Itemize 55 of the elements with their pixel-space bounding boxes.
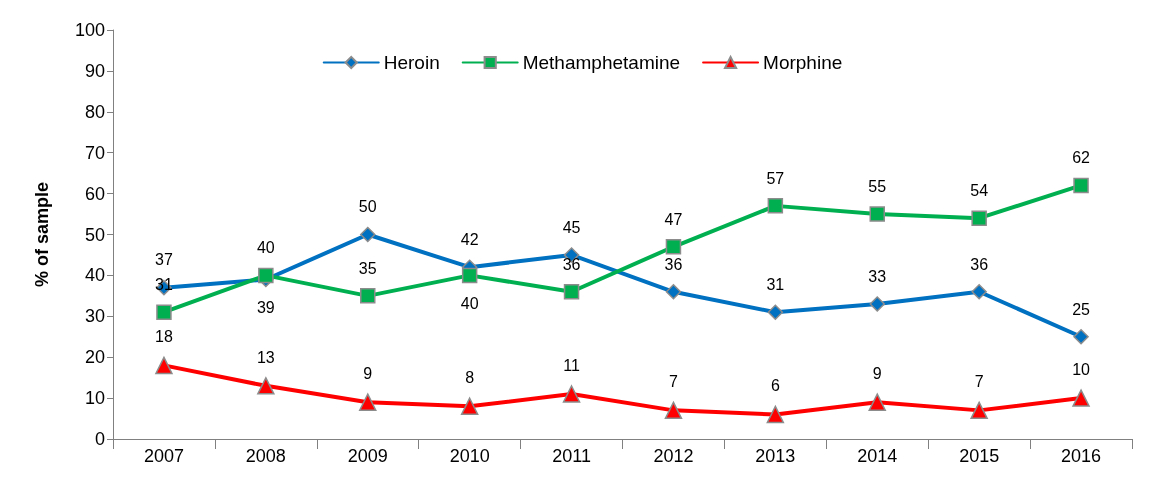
y-tick-label: 100 bbox=[74, 20, 105, 40]
data-label: 40 bbox=[460, 294, 479, 312]
data-label: 31 bbox=[766, 275, 785, 293]
data-label: 36 bbox=[970, 255, 989, 273]
data-label: 33 bbox=[868, 267, 887, 285]
x-tick-label: 2012 bbox=[653, 446, 694, 466]
data-label: 40 bbox=[256, 239, 275, 257]
data-label: 13 bbox=[256, 348, 275, 366]
data-label: 62 bbox=[1072, 149, 1091, 167]
y-tick-label: 10 bbox=[84, 388, 105, 409]
data-label: 11 bbox=[563, 356, 580, 374]
data-label: 9 bbox=[872, 364, 882, 382]
data-label: 8 bbox=[465, 369, 475, 387]
data-label: 36 bbox=[562, 255, 581, 273]
data-label: 31 bbox=[155, 275, 173, 293]
data-label: 18 bbox=[155, 328, 173, 346]
data-label: 54 bbox=[970, 181, 989, 199]
x-tick-label: 2007 bbox=[143, 446, 184, 466]
data-label: 42 bbox=[460, 230, 479, 248]
data-label: 6 bbox=[770, 377, 780, 395]
x-tick-label: 2009 bbox=[347, 446, 388, 466]
y-tick-label: 0 bbox=[94, 429, 105, 449]
y-tick-label: 50 bbox=[84, 224, 105, 245]
x-tick-label: 2013 bbox=[755, 446, 796, 466]
legend-label: Methamphetamine bbox=[522, 52, 681, 73]
x-tick-label: 2016 bbox=[1061, 446, 1102, 466]
data-label: 7 bbox=[974, 373, 984, 391]
y-tick-label: 20 bbox=[84, 347, 105, 368]
data-label: 37 bbox=[155, 251, 173, 269]
x-tick-label: 2015 bbox=[959, 446, 1000, 466]
y-tick-label: 30 bbox=[84, 306, 105, 327]
data-label: 39 bbox=[256, 298, 275, 316]
data-label: 45 bbox=[562, 218, 581, 236]
data-label: 57 bbox=[766, 169, 785, 187]
data-label: 7 bbox=[669, 373, 678, 391]
data-label: 36 bbox=[664, 255, 683, 273]
legend-label: Heroin bbox=[383, 52, 440, 73]
y-axis-title: % of sample bbox=[32, 181, 52, 288]
y-tick-label: 60 bbox=[84, 183, 105, 204]
data-label: 25 bbox=[1072, 300, 1091, 318]
y-tick-label: 80 bbox=[84, 101, 105, 122]
y-tick-label: 70 bbox=[84, 142, 105, 163]
data-label: 55 bbox=[868, 177, 887, 195]
data-label: 10 bbox=[1072, 360, 1091, 378]
data-label: 35 bbox=[358, 259, 377, 277]
x-tick-label: 2011 bbox=[552, 446, 591, 466]
data-label: 50 bbox=[358, 198, 377, 216]
x-tick-label: 2014 bbox=[857, 446, 898, 466]
legend-label: Morphine bbox=[763, 52, 843, 73]
data-label: 47 bbox=[664, 210, 683, 228]
y-tick-label: 40 bbox=[84, 265, 105, 286]
data-label: 9 bbox=[363, 364, 373, 382]
x-tick-label: 2008 bbox=[245, 446, 286, 466]
x-tick-label: 2010 bbox=[449, 446, 490, 466]
y-tick-label: 90 bbox=[84, 60, 105, 81]
